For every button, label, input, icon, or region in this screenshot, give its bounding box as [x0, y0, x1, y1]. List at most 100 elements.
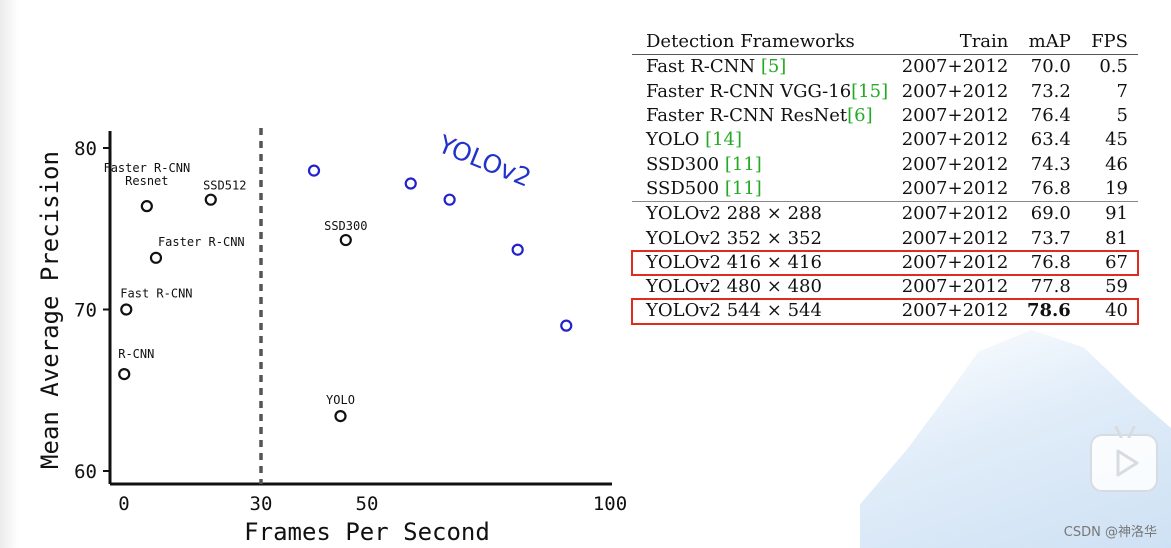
scatter-point-baseline	[118, 368, 131, 381]
play-button[interactable]	[1090, 426, 1158, 492]
cell-map: 63.4	[1030, 129, 1071, 151]
y-tick-label: 80	[74, 138, 97, 160]
chart-ticks: 60 70 80 0 30 50 100	[74, 138, 627, 515]
cell-train: 2007+2012	[901, 129, 1009, 151]
comparison-table-container: Detection Frameworks Train mAP FPS Fast …	[631, 30, 1139, 325]
cell-map: 69.0	[1010, 201, 1073, 227]
cell-framework: SSD300 [11]	[632, 152, 893, 176]
scatter-point-yolov2	[443, 193, 456, 206]
cell-fps: 19	[1105, 177, 1128, 199]
point-label: Fast R-CNN	[120, 287, 192, 301]
cell-fps: 7	[1116, 80, 1128, 102]
scatter-point-baseline	[339, 233, 352, 247]
table-row: YOLOv2 416 × 416 2007+2012 76.8 67	[631, 249, 1139, 276]
cell-fps: 40	[1105, 300, 1128, 322]
scatter-point-yolov2	[404, 177, 417, 190]
cell-fps: 59	[1105, 276, 1128, 298]
table-row: YOLOv2 480 × 480 2007+2012 77.8 59	[632, 275, 1138, 299]
cell-map: 70.0	[1030, 56, 1071, 78]
chart-point-labels: R-CNN Fast R-CNN Faster R-CNN Faster R-CNN R…	[103, 161, 367, 407]
header-fps: FPS	[1091, 31, 1128, 53]
x-tick-label: 0	[118, 493, 129, 515]
framework-name: SSD500	[646, 177, 725, 199]
cell-framework: SSD500 [11]	[632, 177, 893, 202]
scatter-point-baseline	[140, 200, 153, 213]
cell-fps: 67	[1105, 251, 1128, 273]
table-body: Fast R-CNN [5] 2007+2012 70.0 0.5 Faster R-C…	[631, 55, 1139, 325]
y-tick-label: 70	[74, 300, 97, 322]
header-frameworks: Detection Frameworks	[646, 31, 855, 53]
y-axis-label: Mean Average Precision	[36, 151, 64, 469]
cell-fps: 91	[1072, 201, 1138, 227]
table-row: Faster R-CNN ResNet[6] 2007+2012 76.4 5	[632, 104, 1138, 128]
cell-fps: 5	[1116, 105, 1128, 127]
x-tick-label: 30	[250, 493, 273, 515]
chart-axes	[108, 128, 612, 486]
scatter-point-baseline	[334, 409, 347, 423]
citation-link[interactable]: [11]	[724, 177, 762, 199]
table-row: YOLOv2 288 × 288 2007+2012 69.0 91	[632, 201, 1138, 227]
scatter-point-yolov2	[560, 319, 573, 332]
table-row: Fast R-CNN [5] 2007+2012 70.0 0.5	[632, 55, 1138, 80]
cell-train: 2007+2012	[901, 177, 1009, 199]
point-label: R-CNN	[118, 347, 154, 361]
cell-framework: YOLOv2 288 × 288	[632, 201, 894, 227]
scatter-point-yolov2	[511, 243, 524, 256]
citation-link[interactable]: [15]	[851, 80, 889, 102]
table-row: Faster R-CNN VGG-16[15] 2007+2012 73.2 7	[632, 80, 1138, 104]
framework-name: YOLOv2 544 × 544	[646, 300, 822, 322]
left-edge-shadow	[0, 0, 18, 548]
table-row: YOLO [14] 2007+2012 63.4 45	[632, 128, 1138, 152]
framework-name: Fast R-CNN	[646, 56, 761, 78]
scatter-point-baseline	[149, 251, 163, 264]
citation-link[interactable]: [6]	[847, 105, 873, 127]
header-train: Train	[959, 31, 1009, 53]
table-row: SSD300 [11] 2007+2012 74.3 46	[632, 152, 1138, 176]
framework-name: YOLOv2 480 × 480	[646, 276, 822, 298]
cell-fps: 0.5	[1099, 56, 1128, 78]
framework-name: YOLO	[646, 129, 706, 151]
cell-map: 78.6	[1026, 300, 1071, 322]
scatter-point-baseline	[204, 193, 217, 206]
point-label: SSD300	[324, 219, 367, 233]
cell-framework: Faster R-CNN VGG-16[15]	[632, 80, 893, 104]
cell-train: 2007+2012	[901, 80, 1009, 102]
cell-map: 73.2	[1030, 80, 1071, 102]
cell-train: 2007+2012	[901, 251, 1009, 273]
scatter-chart: 60 70 80 0 30 50 100 R-CNN Fast R-CNN Faster R-C…	[36, 128, 627, 546]
cell-framework: YOLOv2 352 × 352	[632, 226, 893, 250]
point-label: Faster R-CNN	[158, 235, 245, 249]
cell-train: 2007+2012	[893, 201, 1011, 227]
framework-name: YOLOv2 288 × 288	[646, 203, 822, 225]
cell-framework: Fast R-CNN [5]	[632, 55, 893, 80]
yolov2-annotation: YOLOv2	[433, 129, 535, 193]
cell-map: 73.7	[1030, 227, 1071, 249]
cell-map: 76.8	[1030, 251, 1071, 273]
cell-train: 2007+2012	[901, 105, 1009, 127]
framework-name: SSD300	[646, 153, 725, 175]
cell-map: 74.3	[1030, 153, 1071, 175]
framework-name: YOLOv2 352 × 352	[646, 227, 822, 249]
play-icon	[1116, 449, 1139, 477]
framework-name: Faster R-CNN VGG-16	[646, 80, 852, 102]
citation-link[interactable]: [14]	[705, 129, 743, 151]
header-map: mAP	[1028, 31, 1071, 53]
cell-fps: 46	[1105, 153, 1128, 175]
point-label: Faster R-CNN Resnet	[103, 161, 190, 188]
table-row: YOLOv2 544 × 544 2007+2012 78.6 40	[631, 298, 1139, 325]
cell-fps: 81	[1105, 227, 1128, 249]
framework-name: YOLOv2 416 × 416	[646, 251, 822, 273]
x-tick-label: 50	[356, 493, 379, 515]
cell-train: 2007+2012	[901, 300, 1009, 322]
citation-link[interactable]: [5]	[760, 56, 787, 78]
cell-framework: YOLOv2 544 × 544	[632, 299, 893, 323]
cell-train: 2007+2012	[901, 276, 1009, 298]
cell-train: 2007+2012	[901, 56, 1009, 78]
cell-train: 2007+2012	[901, 153, 1009, 175]
point-label: YOLO	[326, 393, 355, 407]
cell-map: 77.8	[1030, 276, 1071, 298]
y-tick-label: 60	[74, 461, 97, 483]
citation-link[interactable]: [11]	[724, 153, 762, 175]
chart-marks	[118, 164, 573, 423]
framework-name: Faster R-CNN ResNet	[646, 105, 848, 127]
